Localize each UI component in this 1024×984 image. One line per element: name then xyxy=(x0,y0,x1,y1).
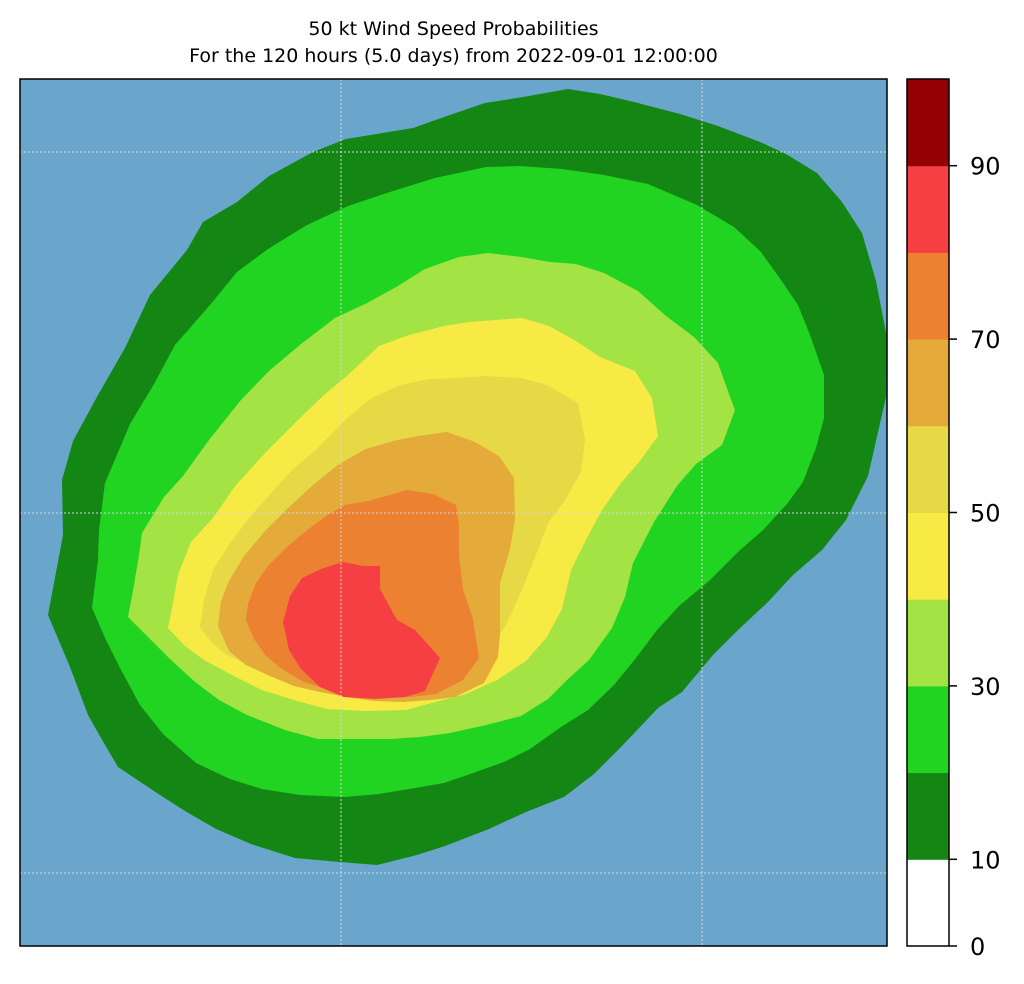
contour-band-70 xyxy=(283,562,440,699)
colorbar-tick-label: 30 xyxy=(970,673,1001,701)
colorbar xyxy=(907,79,949,947)
map-frame xyxy=(19,78,888,947)
colorbar-segment xyxy=(907,772,949,860)
chart-title: 50 kt Wind Speed Probabilities xyxy=(308,18,599,40)
colorbar-tick-label: 10 xyxy=(970,846,1001,874)
colorbar-tick-label: 0 xyxy=(970,933,985,961)
colorbar-frame xyxy=(906,78,950,947)
colorbar-segment xyxy=(907,425,949,513)
chart-subtitle: For the 120 hours (5.0 days) from 2022-0… xyxy=(189,45,718,67)
colorbar-segment xyxy=(907,252,949,340)
colorbar-segment xyxy=(907,599,949,687)
colorbar-ticks: 0 10 30 50 70 90 xyxy=(949,153,1001,961)
colorbar-segment xyxy=(907,165,949,253)
grid-lines xyxy=(20,79,887,946)
contour-group xyxy=(48,89,887,865)
colorbar-tick-label: 50 xyxy=(970,500,1001,528)
colorbar-segment xyxy=(907,685,949,774)
colorbar-segment xyxy=(907,859,949,947)
colorbar-tick-label: 70 xyxy=(970,326,1001,354)
colorbar-segment xyxy=(907,79,949,167)
colorbar-segment xyxy=(907,512,949,600)
colorbar-tick-label: 90 xyxy=(970,153,1001,181)
colorbar-segment xyxy=(907,339,949,427)
